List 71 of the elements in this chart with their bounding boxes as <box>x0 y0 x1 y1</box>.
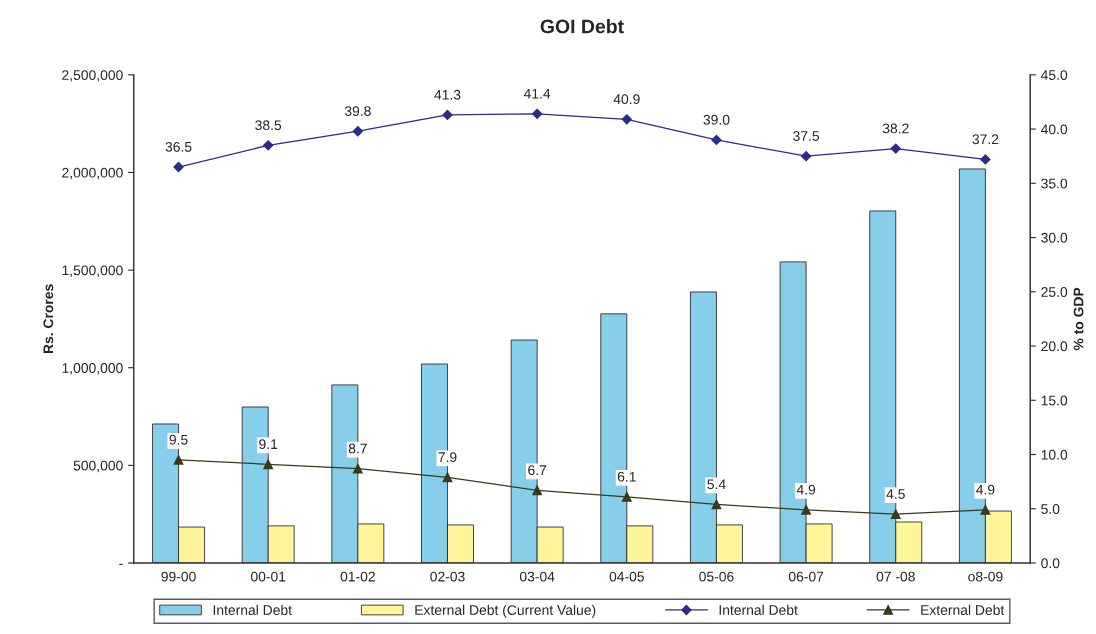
y-tick-label: 2,000,000 <box>62 167 123 180</box>
point <box>352 126 363 137</box>
y2-tick-label: 0.0 <box>1041 558 1060 569</box>
data-label: 7.9 <box>438 452 457 463</box>
x-tick-label: o8-09 <box>968 571 1003 582</box>
data-label: 9.1 <box>259 439 278 450</box>
legend-label: External Debt <box>921 604 1005 615</box>
y-tick-label: 1,500,000 <box>62 265 123 277</box>
data-label: 41.3 <box>434 89 461 100</box>
chart-title: GOI Debt <box>540 19 624 34</box>
y2-tick-label: 10.0 <box>1041 449 1068 460</box>
data-label: 37.2 <box>972 134 999 145</box>
data-label: 6.1 <box>617 471 636 482</box>
data-label: 5.4 <box>707 479 726 490</box>
data-label: 4.5 <box>886 489 905 499</box>
x-tick-label: 07 -08 <box>876 571 915 582</box>
data-label: 4.9 <box>976 484 995 495</box>
data-label: 41.4 <box>523 88 551 99</box>
x-tick-label: 00-01 <box>250 571 286 582</box>
point <box>711 134 722 146</box>
data-label: 39.8 <box>344 106 371 116</box>
legend-label: Internal Debt <box>719 604 798 615</box>
point <box>532 108 543 119</box>
x-tick-label: 03-04 <box>519 571 555 582</box>
y2-tick-label: 40.0 <box>1040 124 1068 135</box>
point <box>980 504 991 515</box>
point <box>442 472 453 483</box>
x-tick-label: 05-06 <box>699 571 734 582</box>
point <box>980 154 991 165</box>
y2-tick-label: 5.0 <box>1041 504 1060 514</box>
x-tick-label: 02-03 <box>430 571 465 582</box>
point <box>711 499 722 510</box>
data-label: 6.7 <box>528 465 547 476</box>
point <box>621 114 632 125</box>
point <box>173 455 184 465</box>
point <box>263 140 274 151</box>
legend-label: External Debt (Current Value) <box>415 604 596 618</box>
y-tick-label: - <box>119 563 123 565</box>
y2-tick-label: 15.0 <box>1041 395 1068 406</box>
data-label: 39.0 <box>703 114 730 125</box>
data-label: 40.9 <box>613 94 640 105</box>
y-axis-title: Rs. Crores <box>43 284 54 354</box>
y2-axis-title: % to GDP <box>1073 287 1084 351</box>
y-tick-label: 500,000 <box>73 460 123 473</box>
data-label: 36.5 <box>165 141 192 152</box>
x-tick-label: 99-00 <box>161 571 196 582</box>
y2-tick-label: 45.0 <box>1040 70 1068 80</box>
data-label: 8.7 <box>348 443 367 454</box>
data-label: 37.5 <box>793 131 820 141</box>
point <box>890 509 901 520</box>
data-label: 38.2 <box>882 123 909 134</box>
data-label: 4.9 <box>796 484 816 495</box>
y2-tick-label: 30.0 <box>1041 232 1068 243</box>
y-tick-label: 1,000,000 <box>62 363 123 375</box>
point <box>532 485 543 496</box>
y2-tick-label: 20.0 <box>1041 341 1068 352</box>
point <box>890 143 901 154</box>
x-tick-label: 01-02 <box>340 571 375 582</box>
point <box>800 151 812 162</box>
legend-label: Internal Debt <box>213 604 292 615</box>
data-label: 38.5 <box>255 120 282 131</box>
point <box>621 491 632 502</box>
point <box>801 504 811 515</box>
point <box>263 459 274 470</box>
x-tick-label: 04-05 <box>609 571 644 582</box>
y-tick-label: 2,500,000 <box>62 70 123 82</box>
x-tick-label: 06-07 <box>788 571 824 582</box>
y2-tick-label: 35.0 <box>1041 178 1068 189</box>
point <box>352 463 363 474</box>
y2-tick-label: 25.0 <box>1041 287 1068 297</box>
data-label: 9.5 <box>169 434 188 445</box>
